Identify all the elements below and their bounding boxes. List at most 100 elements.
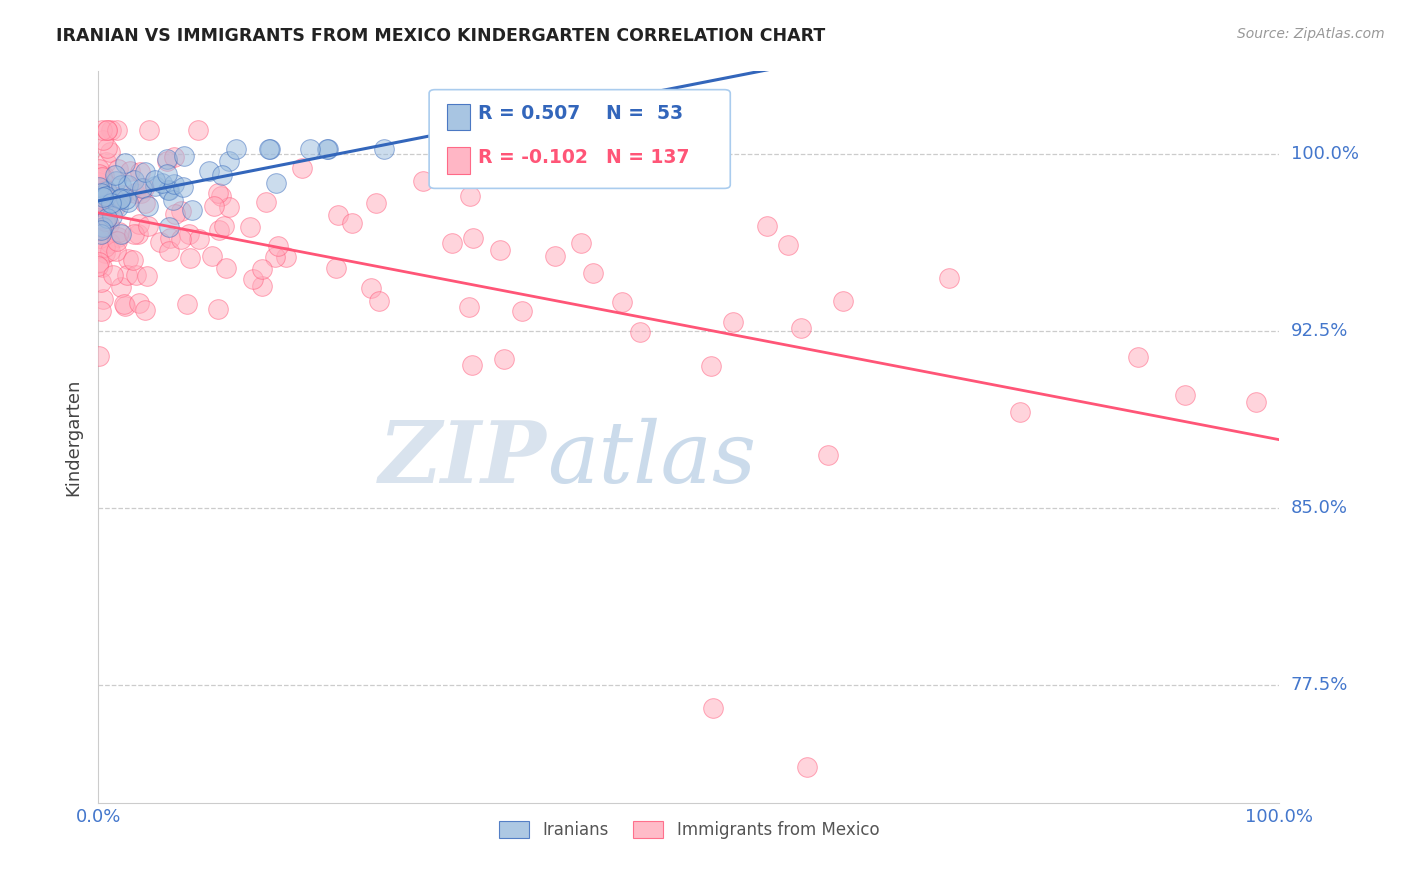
Text: ZIP: ZIP (380, 417, 547, 500)
Point (218, 154, 240, 169)
Point (96, 211, 118, 226)
Point (207, 186, 229, 200)
Point (1126, 351, 1149, 365)
Point (135, 269, 157, 284)
Point (197, 164, 219, 178)
Point (87, 223, 110, 237)
Point (492, 351, 515, 366)
Point (112, 297, 135, 311)
Point (132, 181, 155, 195)
Point (98, 145, 121, 160)
Point (107, 162, 129, 177)
Point (316, 142, 339, 156)
Point (790, 321, 813, 335)
Point (209, 189, 232, 203)
Point (127, 227, 149, 241)
Point (125, 268, 148, 282)
Point (89, 199, 111, 213)
Point (107, 200, 129, 214)
Point (156, 152, 179, 166)
Point (817, 449, 839, 463)
Point (134, 165, 156, 179)
Point (96, 184, 118, 198)
Point (131, 181, 153, 195)
Point (201, 249, 224, 263)
Point (87, 180, 110, 194)
Point (215, 261, 238, 276)
Point (610, 294, 633, 309)
Point (156, 167, 179, 181)
Point (252, 262, 274, 277)
Point (117, 195, 139, 210)
Point (162, 150, 184, 164)
Text: 100.0%: 100.0% (1291, 145, 1358, 163)
Point (134, 303, 156, 318)
Point (96, 211, 118, 226)
Point (96, 183, 118, 197)
Point (259, 142, 281, 156)
Point (582, 266, 605, 280)
Point (128, 217, 150, 231)
Point (107, 225, 129, 239)
Point (87, 162, 110, 177)
Point (1244, 394, 1267, 409)
Point (177, 227, 200, 241)
Point (87, 260, 110, 274)
Point (91, 219, 114, 234)
Point (225, 142, 247, 156)
Point (114, 300, 136, 314)
Legend: Iranians, Immigrants from Mexico: Iranians, Immigrants from Mexico (492, 814, 886, 846)
Point (100, 195, 122, 210)
Point (702, 701, 724, 715)
Point (360, 281, 382, 295)
Point (96, 123, 118, 137)
Point (412, 174, 434, 188)
Point (776, 238, 799, 252)
Point (110, 279, 132, 293)
Point (373, 142, 395, 156)
Point (325, 261, 347, 276)
Point (832, 293, 855, 308)
Point (489, 243, 512, 257)
Point (315, 142, 337, 156)
Point (89, 187, 111, 202)
Point (211, 169, 233, 183)
Point (796, 760, 818, 774)
Point (134, 195, 156, 210)
Point (624, 136, 647, 150)
Point (700, 359, 723, 374)
Point (128, 295, 150, 310)
Text: 85.0%: 85.0% (1291, 499, 1347, 516)
Point (107, 230, 129, 244)
Point (938, 270, 960, 285)
Point (117, 178, 139, 192)
Point (156, 154, 179, 169)
Point (87, 255, 110, 269)
Point (90, 123, 112, 137)
Point (326, 208, 349, 222)
Point (569, 235, 592, 250)
Point (89, 239, 111, 253)
Point (208, 223, 231, 237)
Point (100, 123, 122, 137)
Point (181, 203, 204, 218)
Point (120, 164, 142, 178)
Point (458, 300, 481, 314)
Point (368, 294, 391, 309)
Text: N = 137: N = 137 (606, 148, 690, 167)
Text: R = 0.507: R = 0.507 (478, 103, 579, 123)
Point (756, 219, 779, 234)
Point (87, 175, 110, 189)
Point (124, 186, 146, 200)
Point (89, 231, 111, 245)
Point (162, 194, 184, 208)
Point (170, 203, 193, 218)
Point (460, 358, 482, 372)
Point (93, 245, 115, 260)
Text: IRANIAN VS IMMIGRANTS FROM MEXICO KINDERGARTEN CORRELATION CHART: IRANIAN VS IMMIGRANTS FROM MEXICO KINDER… (56, 27, 825, 45)
Point (721, 315, 744, 329)
Point (299, 142, 322, 156)
Point (543, 249, 565, 263)
Point (103, 268, 125, 283)
Point (122, 227, 145, 241)
